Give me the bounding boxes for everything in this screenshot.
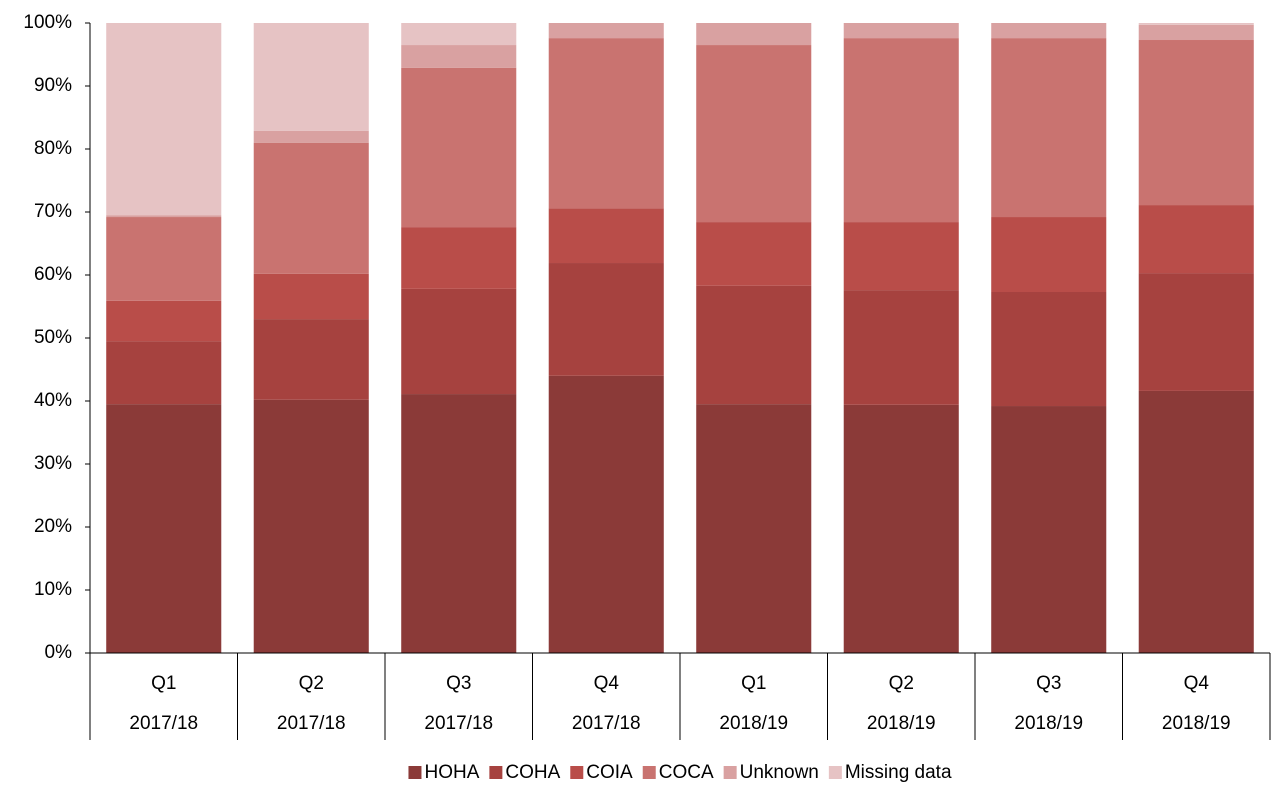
y-tick-label: 10% — [34, 579, 72, 600]
bar-segment — [401, 23, 517, 46]
bar-segment — [106, 404, 222, 653]
bar-segment — [253, 130, 369, 143]
bar-segment — [401, 67, 517, 228]
x-tick-label: 2017/18 — [129, 713, 198, 734]
x-tick-label: 2018/19 — [719, 713, 788, 734]
bar-segment — [696, 45, 812, 223]
bar-segment — [991, 217, 1107, 293]
y-tick-label: 80% — [34, 138, 72, 159]
bar-segment — [1138, 24, 1254, 41]
bar-segment — [991, 38, 1107, 218]
x-tick-label: 2018/19 — [1014, 713, 1083, 734]
bar-segment — [843, 23, 959, 39]
y-tick-label: 70% — [34, 201, 72, 222]
y-tick-label: 50% — [34, 327, 72, 348]
bar-segment — [696, 404, 812, 653]
legend-swatch — [570, 766, 584, 779]
x-tick-label: Q3 — [446, 673, 471, 694]
bar-segment — [106, 300, 222, 342]
bar-segment — [253, 273, 369, 320]
bar-segment — [253, 399, 369, 653]
legend-swatch — [408, 766, 422, 779]
y-tick-label: 30% — [34, 453, 72, 474]
y-tick-label: 0% — [45, 642, 73, 663]
legend-swatch — [489, 766, 503, 779]
bar-segment — [401, 288, 517, 395]
bar-segment — [401, 394, 517, 653]
y-tick-label: 60% — [34, 264, 72, 285]
bar-segment — [548, 375, 664, 653]
bar-segment — [401, 227, 517, 289]
bar-segment — [843, 222, 959, 291]
x-tick-label: Q2 — [299, 673, 324, 694]
bar-segment — [843, 290, 959, 405]
bar-segment — [991, 406, 1107, 653]
x-tick-label: 2017/18 — [277, 713, 346, 734]
bar-segment — [1138, 205, 1254, 274]
bar-segment — [696, 285, 812, 405]
bar-segment — [253, 319, 369, 400]
bar-segment — [106, 341, 222, 405]
bar-segment — [253, 23, 369, 131]
legend-swatch — [723, 766, 737, 779]
bar-segment — [548, 38, 664, 209]
legend-label: COIA — [586, 762, 633, 783]
x-tick-label: 2018/19 — [1162, 713, 1231, 734]
bar-segment — [843, 404, 959, 653]
bar-segment — [1138, 273, 1254, 391]
legend-label: Unknown — [740, 762, 819, 783]
bar-segment — [106, 215, 222, 218]
x-tick-label: Q1 — [741, 673, 766, 694]
x-tick-label: 2017/18 — [572, 713, 641, 734]
legend-swatch — [642, 766, 656, 779]
legend-label: Missing data — [845, 762, 952, 783]
bar-segment — [696, 23, 812, 46]
bar-segment — [696, 222, 812, 286]
legend-label: COHA — [505, 762, 560, 783]
bar-segment — [401, 45, 517, 68]
x-tick-label: Q3 — [1036, 673, 1061, 694]
bar-segment — [253, 142, 369, 274]
legend-label: COCA — [659, 762, 714, 783]
bar-segment — [548, 208, 664, 264]
y-tick-label: 40% — [34, 390, 72, 411]
x-tick-label: Q4 — [594, 673, 620, 694]
x-tick-label: Q1 — [151, 673, 176, 694]
y-tick-label: 100% — [23, 12, 72, 33]
bar-segment — [843, 38, 959, 223]
bar-segment — [991, 23, 1107, 39]
bar-segment — [548, 263, 664, 376]
bar-segment — [548, 23, 664, 39]
bar-segment — [1138, 390, 1254, 653]
bar-segment — [1138, 40, 1254, 206]
x-tick-label: Q2 — [889, 673, 914, 694]
legend-label: HOHA — [424, 762, 479, 783]
bar-segment — [991, 292, 1107, 407]
y-tick-label: 90% — [34, 75, 72, 96]
x-tick-label: Q4 — [1184, 673, 1210, 694]
bar-segment — [106, 217, 222, 301]
bar-segment — [106, 23, 222, 216]
legend-swatch — [828, 766, 842, 779]
bar-segment — [1138, 23, 1254, 25]
x-tick-label: 2017/18 — [424, 713, 493, 734]
x-tick-label: 2018/19 — [867, 713, 936, 734]
y-tick-label: 20% — [34, 516, 72, 537]
